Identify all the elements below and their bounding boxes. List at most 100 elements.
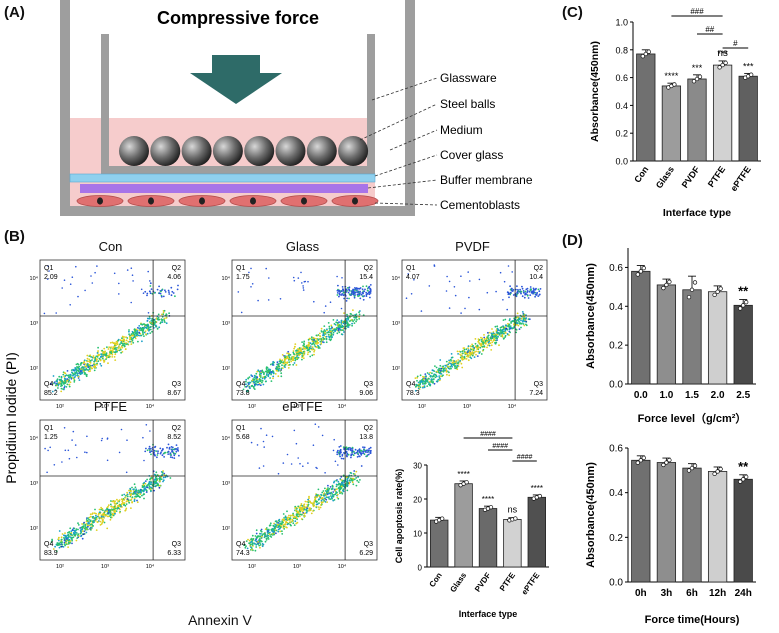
event-dot — [523, 317, 526, 320]
event-dot — [323, 325, 326, 327]
bar — [738, 75, 758, 162]
event-dot — [302, 344, 305, 347]
data-point — [661, 462, 666, 468]
event-dot — [324, 501, 327, 503]
event-dot — [249, 543, 252, 546]
event-dot — [337, 284, 339, 287]
event-dot — [171, 456, 174, 459]
event-dot — [341, 484, 344, 486]
quadrant-name: Q1 — [406, 265, 415, 272]
event-dot — [168, 446, 171, 449]
event-dot — [364, 450, 367, 453]
event-dot — [271, 364, 274, 366]
event-dot — [362, 452, 365, 454]
event-dot — [142, 436, 144, 439]
event-dot — [340, 307, 343, 310]
event-dot — [497, 335, 499, 338]
event-dot — [57, 538, 60, 541]
event-dot — [449, 365, 452, 368]
event-dot — [437, 378, 440, 381]
event-dot — [328, 331, 330, 334]
event-dot — [338, 292, 341, 295]
event-dot — [293, 429, 296, 432]
event-dot — [508, 319, 511, 322]
flow-plot-title: Glass — [285, 239, 320, 254]
event-dot — [442, 365, 445, 368]
event-dot — [467, 271, 469, 273]
event-dot — [121, 335, 124, 338]
event-dot — [135, 490, 138, 493]
event-dot — [101, 507, 104, 510]
event-dot — [333, 493, 335, 496]
panel-c-label: (C) — [562, 4, 583, 21]
x-tick-label: 2.0 — [711, 390, 725, 401]
event-dot — [365, 285, 368, 288]
event-dot — [428, 383, 430, 386]
event-dot — [356, 479, 359, 482]
event-dot — [297, 348, 299, 350]
event-dot — [250, 547, 253, 549]
event-dot — [256, 535, 259, 538]
event-dot — [285, 521, 287, 524]
event-dot — [303, 340, 306, 343]
event-dot — [303, 342, 305, 345]
event-dot — [495, 341, 498, 344]
event-dot — [313, 350, 315, 353]
event-dot — [440, 373, 443, 375]
event-dot — [160, 478, 163, 481]
event-dot — [111, 350, 114, 352]
event-dot — [334, 490, 337, 492]
event-dot — [368, 447, 371, 450]
event-dot — [336, 275, 338, 278]
x-tick-label: 10⁴ — [508, 403, 517, 410]
event-dot — [295, 442, 298, 445]
event-dot — [242, 388, 245, 391]
cell-nucleus — [199, 197, 205, 205]
event-dot — [69, 283, 72, 285]
event-dot — [498, 333, 501, 336]
event-dot — [429, 381, 431, 383]
event-dot — [534, 295, 536, 298]
event-dot — [434, 376, 437, 379]
event-dot — [157, 313, 160, 316]
event-dot — [345, 476, 348, 479]
data-point — [692, 280, 698, 285]
event-dot — [103, 347, 106, 350]
event-dot — [291, 518, 294, 521]
event-dot — [352, 473, 355, 475]
event-dot — [262, 543, 265, 546]
event-dot — [487, 344, 489, 347]
event-dot — [453, 286, 456, 288]
event-dot — [83, 359, 86, 362]
event-dot — [493, 339, 496, 342]
quadrant-percent: 15.4 — [359, 274, 373, 281]
event-dot — [432, 378, 435, 381]
event-dot — [537, 288, 540, 291]
event-dot — [109, 503, 112, 506]
event-dot — [298, 347, 301, 349]
event-dot — [532, 291, 535, 294]
event-dot — [341, 326, 343, 329]
data-point — [641, 266, 646, 271]
event-dot — [141, 486, 144, 488]
event-dot — [76, 537, 79, 539]
data-point — [741, 477, 746, 482]
event-dot — [307, 280, 309, 283]
event-dot — [124, 348, 127, 350]
event-dot — [125, 471, 128, 474]
label-steel-balls: Steel balls — [440, 97, 495, 111]
event-dot — [124, 504, 127, 507]
event-dot — [116, 508, 119, 510]
event-dot — [330, 324, 333, 327]
event-dot — [439, 370, 442, 372]
event-dot — [299, 353, 302, 356]
event-dot — [485, 342, 487, 345]
event-dot — [101, 519, 104, 522]
data-point — [638, 458, 643, 463]
event-dot — [321, 434, 324, 437]
event-dot — [134, 336, 136, 338]
event-dot — [71, 377, 74, 379]
event-dot — [308, 509, 310, 512]
event-dot — [290, 360, 293, 363]
leader-buffer-membrane — [367, 179, 438, 189]
